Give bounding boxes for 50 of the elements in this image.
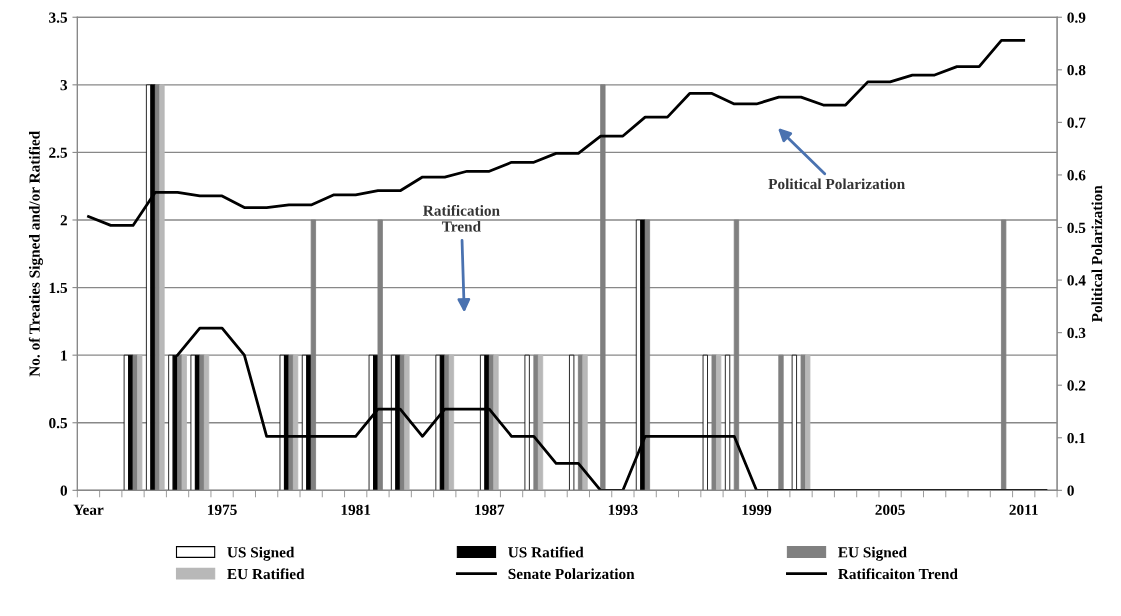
legend-label: Ratificaiton Trend	[838, 568, 958, 580]
y-tick-label: 0	[60, 485, 68, 496]
y2-tick-label: 0.5	[1067, 222, 1086, 234]
bar	[203, 354, 210, 491]
y2-tick-label: 0.9	[1067, 12, 1086, 23]
y-axis-title: No. of Treaties Signed and/or Ratified	[28, 131, 43, 377]
bar	[448, 354, 455, 491]
x-tick-label: 2005	[875, 504, 905, 515]
legend-label: Senate Polarization	[508, 568, 635, 580]
y-tick-label: 2	[60, 215, 67, 226]
y2-tick-label: 0.8	[1067, 64, 1086, 76]
bar	[493, 354, 499, 491]
annotation: Ratification Trend	[423, 204, 500, 232]
legend-label: EU Ratified	[227, 568, 305, 580]
bar	[805, 354, 811, 491]
bar	[190, 354, 196, 491]
y2-tick-label: 0.4	[1067, 275, 1086, 286]
bar	[137, 354, 143, 491]
bar	[181, 354, 187, 491]
y2-tick-label: 0.3	[1067, 327, 1086, 339]
x-tick-label: Year	[73, 504, 104, 515]
x-tick-label: 2011	[1009, 504, 1038, 515]
annotation: Political Polarization	[768, 178, 905, 190]
y2-tick-label: 0.2	[1067, 380, 1086, 391]
y-tick-label: 3	[60, 80, 68, 91]
x-tick-label: 1999	[742, 504, 772, 515]
bar	[123, 354, 129, 491]
legend-label: EU Signed	[838, 546, 907, 561]
bar	[159, 84, 165, 491]
x-tick-label: 1993	[608, 504, 638, 515]
legend-label: US Signed	[227, 546, 295, 561]
y-tick-label: 1	[61, 350, 67, 361]
bar	[404, 354, 410, 491]
y2-axis-title: Political Polarization	[1091, 185, 1103, 323]
y-tick-label: 3.5	[49, 12, 68, 23]
bar	[292, 354, 299, 491]
y-tick-label: 1.5	[49, 282, 68, 294]
legend-label: US Ratified	[508, 546, 584, 558]
y2-tick-label: 0.1	[1067, 432, 1086, 444]
y2-tick-label: 0	[1067, 485, 1074, 496]
bar	[716, 354, 722, 491]
x-tick-label: 1987	[475, 504, 505, 515]
x-tick-label: 1975	[208, 504, 237, 515]
bar	[582, 354, 588, 491]
x-tick-label: 1981	[341, 504, 371, 515]
y-tick-label: 0.5	[49, 417, 68, 429]
y2-tick-label: 0.6	[1067, 170, 1086, 181]
bar	[537, 354, 544, 491]
y-tick-label: 2.5	[49, 147, 68, 158]
y2-tick-label: 0.7	[1067, 117, 1086, 128]
